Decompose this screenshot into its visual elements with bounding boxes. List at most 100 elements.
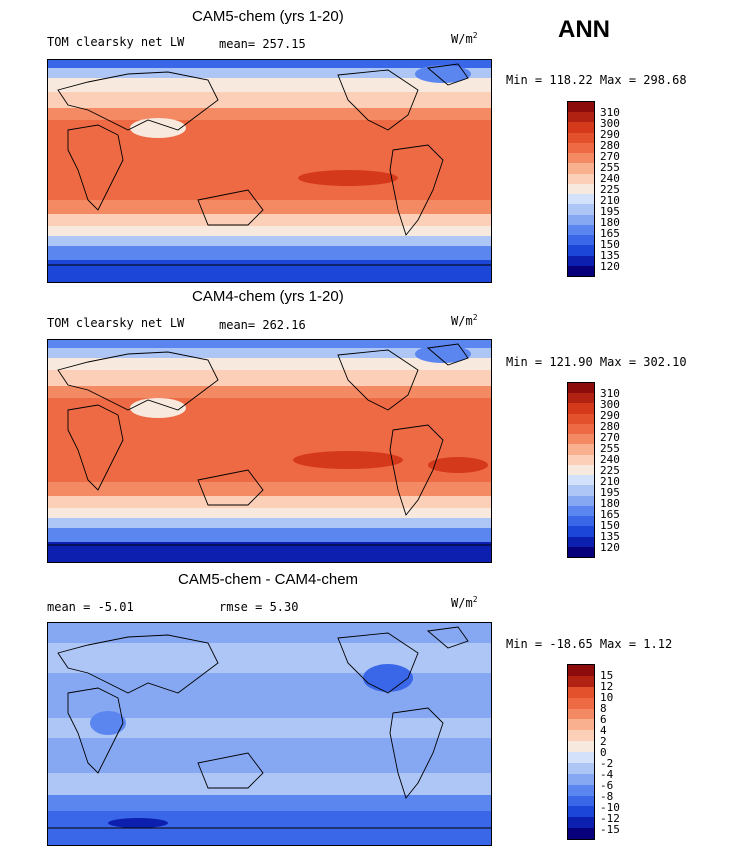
panel2-warm-atlantic (428, 457, 488, 473)
colorbar-swatch (568, 245, 594, 256)
colorbar-swatch (568, 730, 594, 742)
colorbar-swatch (568, 828, 594, 839)
colorbar-swatch (568, 675, 594, 687)
panel2-minmax: Min = 121.90 Max = 302.10 (506, 355, 687, 369)
panel2-tick: 240 (600, 453, 620, 466)
colorbar-swatch (568, 708, 594, 720)
colorbar-swatch (568, 102, 594, 113)
panel1-band-s-mid (48, 226, 491, 236)
panel2-title: CAM4-chem (yrs 1-20) (192, 288, 344, 305)
panel3-colorbar (567, 664, 595, 840)
colorbar-swatch (568, 132, 594, 143)
colorbar-swatch (568, 686, 594, 698)
colorbar-swatch (568, 536, 594, 547)
panel2-tick: 150 (600, 519, 620, 532)
panel2-greenland (415, 345, 471, 363)
panel1-tick: 150 (600, 238, 620, 251)
panel2-units-text: W/m (451, 314, 473, 328)
panel1-band-s-polar (48, 246, 491, 260)
panel2-coastlines (48, 343, 491, 546)
panel1-tick: 195 (600, 205, 620, 218)
colorbar-swatch (568, 403, 594, 414)
panel3-map (47, 622, 492, 846)
panel2-band-s-trop (48, 482, 491, 496)
colorbar-swatch (568, 393, 594, 404)
panel1-coastlines (48, 63, 491, 266)
panel1-mean: mean= 257.15 (219, 37, 306, 51)
panel3-tick: 10 (600, 691, 614, 704)
panel1-band-n-sub (48, 92, 491, 108)
panel2-tick: 135 (600, 530, 620, 543)
panel1-tick: 270 (600, 150, 620, 163)
colorbar-swatch (568, 183, 594, 195)
panel2-tick: 195 (600, 486, 620, 499)
panel2-tick: 310 (600, 387, 620, 400)
panel3-africa-low (90, 711, 126, 735)
panel1-band-n-high (48, 68, 491, 78)
panel2-colorbar (567, 382, 595, 558)
colorbar-swatch (568, 806, 594, 818)
panel1-band-s-sub (48, 214, 491, 226)
panel3-tick: 2 (600, 735, 607, 748)
panel3-band-s-high (48, 795, 491, 811)
colorbar-swatch (568, 173, 594, 184)
panel3-band-eq (48, 718, 491, 738)
panel3-band-s (48, 773, 491, 795)
colorbar-swatch (568, 383, 594, 394)
panel1-tick: 210 (600, 194, 620, 207)
panel1-tibet (130, 118, 186, 138)
colorbar-swatch (568, 153, 594, 164)
panel1-map (47, 59, 492, 283)
panel1-tick: 180 (600, 216, 620, 229)
colorbar-swatch (568, 255, 594, 266)
panel3-tick: -2 (600, 757, 614, 770)
panel2-tick: 290 (600, 409, 620, 422)
panel3-title: CAM5-chem - CAM4-chem (178, 571, 359, 588)
panel2-warm-pool (293, 451, 403, 469)
panel2-units-exp: 2 (472, 313, 478, 322)
panel1-band-n-trop (48, 108, 491, 120)
panel1-units: W/m2 (451, 31, 478, 46)
colorbar-swatch (568, 194, 594, 205)
panel3-band-n (48, 643, 491, 673)
panel1-warm-pool (298, 170, 398, 186)
panel2-tick: 165 (600, 508, 620, 521)
colorbar-swatch (568, 495, 594, 506)
panel2-tick: 270 (600, 431, 620, 444)
panel1-band-s-high (48, 236, 491, 246)
colorbar-swatch (568, 235, 594, 246)
panel3-coastlines (48, 626, 491, 829)
colorbar-swatch (568, 444, 594, 455)
panel1-tick: 165 (600, 227, 620, 240)
panel3-tick: -10 (600, 801, 620, 814)
colorbar-swatch (568, 423, 594, 435)
panel2-band-n-high (48, 348, 491, 358)
panel2-band-s-mid (48, 508, 491, 518)
colorbar-swatch (568, 741, 594, 752)
panel1-tick: 280 (600, 139, 620, 152)
panel2-variable: TOM clearsky net LW (47, 316, 185, 330)
panel2-tibet (130, 398, 186, 418)
panel1-band-antarctic (48, 260, 491, 282)
colorbar-swatch (568, 204, 594, 215)
panel2-tick: 255 (600, 442, 620, 455)
colorbar-swatch (568, 485, 594, 496)
panel2-band-s-sub (48, 496, 491, 508)
colorbar-swatch (568, 454, 594, 465)
panel2-tick: 120 (600, 541, 620, 554)
panel2-band-s-high (48, 518, 491, 528)
colorbar-swatch (568, 665, 594, 676)
panel1-band-s-trop (48, 200, 491, 214)
colorbar-swatch (568, 475, 594, 486)
panel3-rmse: rmse = 5.30 (219, 600, 299, 614)
panel1-tick: 240 (600, 172, 620, 185)
colorbar-swatch (568, 817, 594, 829)
panel1-tick: 290 (600, 128, 620, 141)
colorbar-swatch (568, 122, 594, 133)
panel3-tick: 4 (600, 724, 607, 737)
panel3-tick: -4 (600, 768, 614, 781)
panel1-tick: 310 (600, 106, 620, 119)
panel1-units-exp: 2 (472, 31, 478, 40)
panel3-tick: -8 (600, 790, 614, 803)
panel1-tick: 255 (600, 161, 620, 174)
